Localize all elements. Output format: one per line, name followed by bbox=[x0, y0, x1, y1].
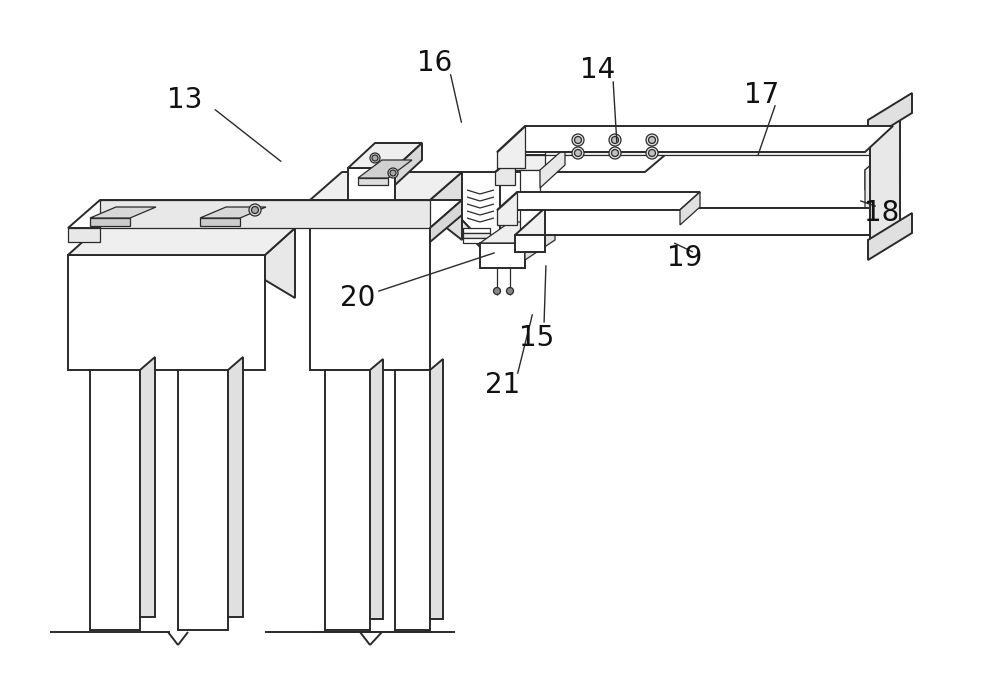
Text: 13: 13 bbox=[167, 86, 203, 114]
Polygon shape bbox=[348, 168, 395, 200]
Polygon shape bbox=[497, 126, 525, 168]
Polygon shape bbox=[515, 208, 870, 252]
Circle shape bbox=[646, 134, 658, 146]
Text: 16: 16 bbox=[417, 49, 453, 77]
Polygon shape bbox=[370, 359, 383, 619]
Polygon shape bbox=[430, 172, 462, 240]
Circle shape bbox=[609, 134, 621, 146]
Circle shape bbox=[372, 155, 378, 161]
Polygon shape bbox=[868, 93, 912, 140]
Text: 18: 18 bbox=[864, 199, 900, 227]
Polygon shape bbox=[463, 238, 490, 243]
Polygon shape bbox=[497, 192, 700, 210]
Circle shape bbox=[612, 150, 618, 157]
Polygon shape bbox=[200, 207, 266, 218]
Polygon shape bbox=[540, 148, 565, 188]
Text: 17: 17 bbox=[744, 81, 780, 109]
Polygon shape bbox=[870, 181, 900, 208]
Text: 15: 15 bbox=[519, 324, 555, 352]
Circle shape bbox=[609, 147, 621, 159]
Polygon shape bbox=[395, 143, 422, 185]
Circle shape bbox=[572, 147, 584, 159]
Polygon shape bbox=[265, 228, 295, 298]
Polygon shape bbox=[68, 255, 265, 370]
Circle shape bbox=[494, 287, 501, 294]
Polygon shape bbox=[480, 243, 525, 268]
Polygon shape bbox=[515, 208, 900, 235]
Text: 20: 20 bbox=[340, 284, 376, 312]
Polygon shape bbox=[870, 208, 900, 252]
Polygon shape bbox=[865, 148, 890, 190]
Circle shape bbox=[646, 147, 658, 159]
Polygon shape bbox=[68, 200, 462, 228]
Polygon shape bbox=[515, 128, 900, 155]
Text: 14: 14 bbox=[580, 56, 616, 84]
Polygon shape bbox=[870, 101, 900, 155]
Polygon shape bbox=[463, 233, 490, 238]
Polygon shape bbox=[90, 207, 156, 218]
Circle shape bbox=[648, 150, 656, 157]
Polygon shape bbox=[497, 126, 893, 152]
Circle shape bbox=[574, 150, 582, 157]
Circle shape bbox=[249, 204, 261, 216]
Polygon shape bbox=[68, 200, 430, 242]
Circle shape bbox=[648, 136, 656, 144]
Polygon shape bbox=[515, 128, 870, 170]
Polygon shape bbox=[495, 155, 515, 185]
Circle shape bbox=[390, 170, 396, 176]
Polygon shape bbox=[462, 172, 500, 260]
Polygon shape bbox=[200, 218, 240, 226]
Polygon shape bbox=[525, 222, 555, 260]
Text: 21: 21 bbox=[485, 371, 521, 399]
Circle shape bbox=[612, 136, 618, 144]
Polygon shape bbox=[68, 228, 295, 255]
Polygon shape bbox=[497, 192, 517, 225]
Polygon shape bbox=[870, 101, 900, 252]
Polygon shape bbox=[310, 200, 430, 370]
Circle shape bbox=[507, 287, 514, 294]
Polygon shape bbox=[348, 143, 422, 168]
Polygon shape bbox=[430, 200, 462, 242]
Polygon shape bbox=[680, 192, 700, 225]
Polygon shape bbox=[140, 357, 155, 617]
Polygon shape bbox=[520, 170, 540, 235]
Polygon shape bbox=[178, 370, 228, 630]
Polygon shape bbox=[870, 128, 900, 175]
Polygon shape bbox=[868, 213, 912, 260]
Polygon shape bbox=[325, 370, 370, 630]
Circle shape bbox=[370, 153, 380, 163]
Text: 19: 19 bbox=[667, 244, 703, 272]
Polygon shape bbox=[395, 370, 430, 630]
Circle shape bbox=[252, 207, 258, 214]
Polygon shape bbox=[228, 357, 243, 617]
Polygon shape bbox=[463, 228, 490, 233]
Polygon shape bbox=[462, 220, 500, 268]
Circle shape bbox=[572, 134, 584, 146]
Polygon shape bbox=[480, 222, 555, 243]
Polygon shape bbox=[90, 218, 130, 226]
Polygon shape bbox=[358, 178, 388, 185]
Polygon shape bbox=[865, 148, 890, 235]
Polygon shape bbox=[310, 172, 462, 200]
Polygon shape bbox=[358, 160, 412, 178]
Circle shape bbox=[574, 136, 582, 144]
Polygon shape bbox=[430, 359, 443, 619]
Circle shape bbox=[388, 168, 398, 178]
Polygon shape bbox=[495, 155, 665, 172]
Polygon shape bbox=[90, 370, 140, 630]
